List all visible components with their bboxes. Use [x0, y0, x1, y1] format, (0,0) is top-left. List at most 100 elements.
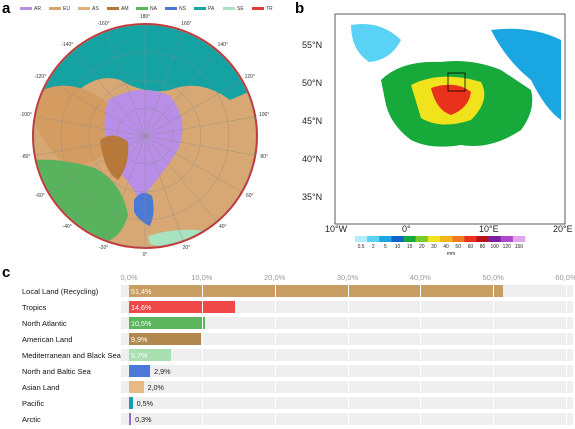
- bar-category-label: Mediterranean and Black Sea: [22, 351, 121, 360]
- bar-value-label: 2,9%: [154, 367, 171, 376]
- legend-item-se: SE: [223, 5, 244, 14]
- legend-swatch: [107, 7, 119, 11]
- precip-colorbar: [355, 236, 526, 242]
- bar-value-label: 51,4%: [131, 287, 152, 296]
- bar-value-label: 0,5%: [136, 399, 154, 408]
- legend-item-na: NA: [136, 5, 157, 14]
- bar-row-background: [121, 317, 573, 329]
- legend-label: AS: [92, 6, 99, 12]
- colorbar-segment: [403, 236, 416, 242]
- colorbar-segment: [427, 236, 441, 242]
- legend-item-ar: AR: [20, 5, 41, 14]
- latitude-label: 55°N: [302, 40, 323, 50]
- legend-item-as: AS: [78, 5, 99, 14]
- gridline: [420, 285, 422, 429]
- meridian-line: [144, 116, 255, 137]
- north-sea-region: [134, 192, 154, 226]
- legend-item-am: AM: [107, 5, 129, 14]
- precip-east: [491, 28, 561, 120]
- percent-tick-label: 20,0%: [264, 273, 286, 282]
- meridian-line: [144, 31, 184, 137]
- colorbar-tick-label: 10: [394, 244, 401, 250]
- longitude-label: -160°: [97, 21, 110, 28]
- panel-b-precip-map: b 55°N 50°N 45°N 40°N 35°N 10°W 0° 10°E 20°E 0.…: [291, 0, 575, 262]
- legend-label: PA: [208, 6, 215, 12]
- longitude-label: 20°E: [553, 224, 573, 234]
- bar-value-label: 9,9%: [131, 335, 148, 344]
- meridian-line: [106, 135, 146, 241]
- bar-category-label: Tropics: [22, 303, 47, 312]
- legend-swatch: [252, 7, 264, 11]
- panel-b-letter: b: [295, 0, 305, 17]
- longitude-label: -60°: [35, 192, 45, 199]
- precip-north-atlantic: [351, 24, 401, 62]
- meridian-line: [144, 80, 242, 137]
- colorbar-segment: [500, 236, 514, 242]
- colorbar-tick-label: 50: [455, 244, 461, 250]
- bar-row-background: [121, 381, 573, 393]
- legend-label: AR: [34, 6, 41, 12]
- precip-max: [431, 84, 471, 115]
- legend-label: EU: [63, 6, 70, 12]
- colorbar-segment: [512, 236, 526, 242]
- colorbar-segment: [355, 236, 368, 242]
- bar: [129, 349, 171, 361]
- bar-row-background: [121, 333, 573, 345]
- colorbar-tick-label: 80: [479, 244, 486, 250]
- panel-c-bar-chart: c 0,0% 10,0% 20,0% 30,0% 40,0% 50,0% 60,0% Loc…: [0, 264, 575, 429]
- precipitation-map: [334, 13, 566, 242]
- colorbar-tick-label: 15: [406, 244, 413, 250]
- bar: [129, 365, 151, 377]
- meridian-line: [144, 135, 255, 156]
- panel-a-polar-map: a AR EU AS AM NA NS PA SE TR: [0, 0, 290, 262]
- longitude-label: -140°: [61, 41, 74, 48]
- meridian-line: [106, 31, 146, 137]
- bar: [129, 317, 206, 329]
- bar-value-label: 14,6%: [131, 303, 152, 312]
- gridline: [347, 285, 349, 429]
- colorbar-segment: [391, 236, 404, 242]
- colorbar-tick-label: 60: [467, 244, 474, 250]
- percent-tick-label: 10,0%: [191, 273, 213, 282]
- bar-category-label: North Atlantic: [22, 319, 67, 328]
- pacific-region: [34, 25, 256, 100]
- meridian-line: [35, 135, 146, 156]
- bar-value-label: 10,5%: [131, 319, 152, 328]
- legend-label: NA: [150, 6, 157, 12]
- gridline: [201, 285, 203, 429]
- meridian-line: [144, 135, 217, 222]
- longitude-label: 0°: [402, 224, 411, 234]
- bar-category-label: American Land: [22, 335, 73, 344]
- percent-tick-label: 60,0%: [555, 273, 575, 282]
- bar-row-background: [121, 413, 573, 425]
- legend-item-pa: PA: [194, 5, 214, 14]
- meridian-line: [144, 135, 242, 192]
- bar: [129, 285, 504, 297]
- legend-swatch: [223, 7, 235, 11]
- bar-category-label: North and Baltic Sea: [22, 367, 91, 376]
- longitude-label: 140°: [217, 41, 228, 48]
- longitude-label: -20°: [98, 244, 109, 251]
- colorbar-tick-label: 120: [502, 244, 511, 250]
- latitude-label: 50°N: [302, 78, 323, 88]
- meridian-line: [48, 80, 146, 137]
- legend-item-tr: TR: [252, 5, 273, 14]
- colorbar-tick-label: 20: [419, 244, 425, 250]
- legend-swatch: [49, 7, 61, 11]
- meridian-line: [144, 135, 184, 241]
- legend-swatch: [194, 7, 206, 11]
- longitude-label: 0°: [142, 252, 148, 258]
- colorbar-segment: [488, 236, 501, 242]
- colorbar-tick-label: 40: [443, 244, 449, 250]
- percent-tick-label: 40,0%: [409, 273, 431, 282]
- bar: [129, 397, 133, 409]
- legend-label: TR: [266, 6, 273, 12]
- legend-item-ns: NS: [165, 5, 186, 14]
- panel-a-letter: a: [2, 0, 11, 17]
- colorbar-tick-label: 150: [514, 244, 524, 250]
- longitude-label: 80°: [260, 153, 268, 160]
- colorbar-segment: [440, 236, 453, 242]
- legend-swatch: [78, 7, 90, 11]
- gridline: [493, 285, 495, 429]
- legend-label: AM: [121, 6, 129, 12]
